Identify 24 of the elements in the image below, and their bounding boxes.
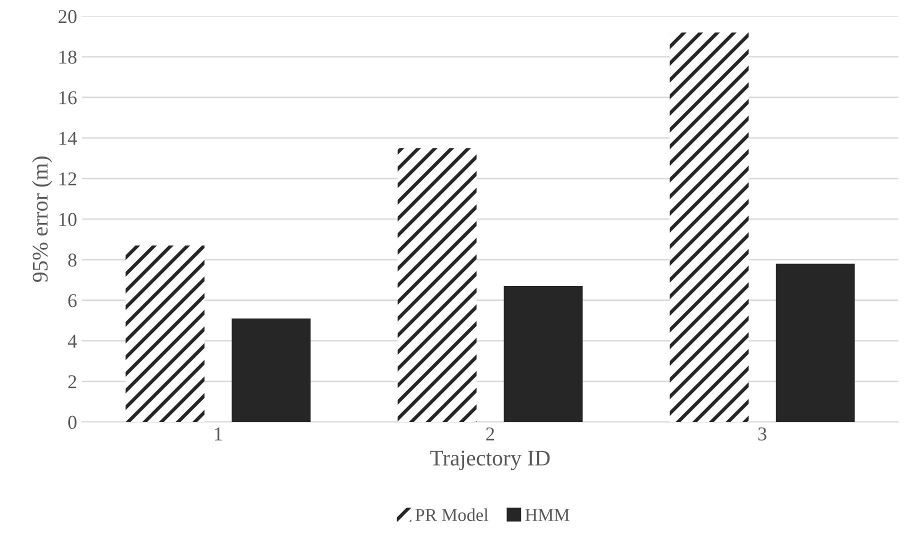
bar: [776, 264, 855, 422]
y-tick-label: 16: [59, 91, 77, 104]
y-tick-label: 12: [59, 172, 76, 186]
y-tick-label: 14: [59, 132, 77, 145]
y-tick-label: 4: [68, 334, 77, 348]
y-tick-label: 20: [58, 10, 76, 24]
y-tick-label: 10: [59, 212, 76, 226]
x-tick-label: 3: [758, 427, 766, 441]
x-axis-title: Trajectory ID: [430, 450, 550, 470]
y-axis-title: 95% error (m): [32, 156, 52, 282]
y-tick-label: 0: [68, 416, 76, 429]
x-tick-label: 2: [486, 427, 494, 440]
y-tick-label: 6: [68, 294, 77, 308]
bar: [398, 148, 477, 422]
x-tick-label: 1: [214, 427, 222, 440]
bar: [232, 318, 311, 422]
y-tick-label: 18: [59, 50, 76, 64]
legend-label: PR Model: [415, 508, 488, 522]
bar: [126, 245, 205, 422]
legend-label: HMM: [525, 509, 570, 521]
bar: [670, 32, 749, 422]
y-tick-label: 2: [68, 375, 76, 388]
y-tick-label: 8: [68, 253, 76, 267]
bar: [504, 286, 583, 422]
